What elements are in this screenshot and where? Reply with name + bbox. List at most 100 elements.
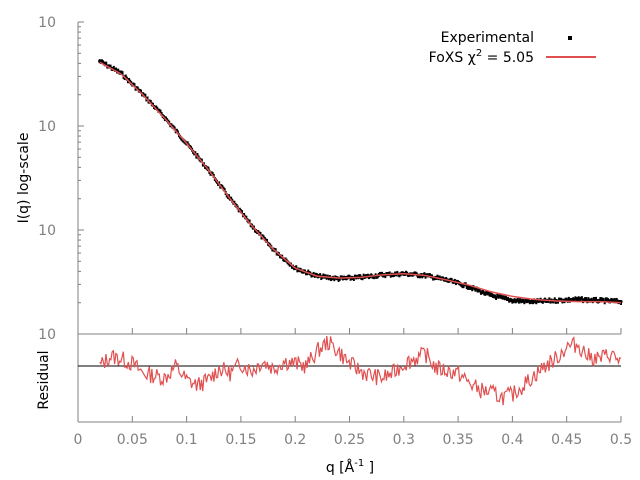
experimental-point [579,296,582,301]
experimental-point [453,278,456,283]
experimental-point [275,251,278,256]
experimental-point [535,300,538,305]
experimental-point [509,297,512,302]
experimental-point [610,297,613,302]
experimental-point [564,297,567,302]
experimental-point [398,273,401,278]
experimental-point [465,285,468,290]
experimental-point [524,297,527,302]
experimental-point [282,257,285,262]
experimental-point [587,297,590,302]
experimental-point [418,273,420,278]
main-y-tick-label: 10 [38,15,56,31]
experimental-point [222,186,225,191]
experimental-point [508,298,511,303]
experimental-point [274,248,277,253]
experimental-point [223,188,226,193]
residual-x-ticks: 0 0.05 0.1 0.15 0.2 0.25 0.3 0.35 0.4 0.45 0.5 [74,328,632,448]
experimental-point [283,257,286,262]
legend-label-foxs: FoXS χ2 = 5.05 [429,48,534,66]
experimental-point [112,65,115,70]
experimental-point [438,275,441,280]
experimental-point [525,299,528,304]
experimental-point [149,99,152,104]
experimental-point [296,268,299,273]
legend: Experimental FoXS χ2 = 5.05 [429,30,596,66]
experimental-point [520,299,523,304]
main-y-tick-label: 10 [38,223,56,239]
experimental-point [384,274,387,279]
experimental-point [156,106,159,111]
experimental-point [507,296,510,301]
experimental-point [376,274,379,279]
experimental-point [155,105,158,110]
experimental-point [290,264,293,269]
experimental-point [254,228,257,233]
series-residual [99,336,622,406]
experimental-point [233,200,236,205]
experimental-point [565,297,568,302]
experimental-point [516,298,519,303]
experimental-point [103,61,106,66]
experimental-point [498,294,501,299]
experimental-point [477,288,480,293]
experimental-point [499,294,502,299]
experimental-point [606,298,609,303]
x-tick-label: 0.15 [225,432,256,448]
experimental-point [595,296,598,301]
residual-y-axis-title: Residual [36,350,52,409]
experimental-point [331,276,334,281]
experimental-point [373,275,376,280]
experimental-point [473,286,476,291]
experimental-point [416,274,419,279]
experimental-point [124,74,127,79]
experimental-point [522,298,525,303]
experimental-point [349,276,352,281]
main-y-tick-base: 10 [38,15,56,31]
experimental-point [221,185,224,190]
experimental-point [310,273,313,278]
experimental-point [404,270,407,275]
experimental-point [146,96,149,101]
experimental-point [487,291,490,296]
experimental-point [262,235,265,240]
experimental-point [421,274,424,279]
main-y-tick-base: 10 [38,223,56,239]
experimental-point [483,291,486,296]
experimental-point [496,293,499,298]
experimental-point [101,60,104,65]
experimental-point [104,62,107,67]
experimental-point [491,293,494,298]
x-tick-label: 0.25 [334,432,365,448]
experimental-point [396,270,399,275]
experimental-point [497,294,500,299]
experimental-point [319,273,322,278]
experimental-point [470,285,473,290]
main-series-group [98,59,623,305]
experimental-point [391,273,394,278]
experimental-point [423,272,426,277]
x-tick-label: 0.05 [117,432,148,448]
experimental-point [482,289,485,294]
experimental-point [480,290,483,295]
experimental-point [301,269,304,274]
experimental-point [583,298,586,303]
experimental-point [372,275,375,280]
experimental-point [428,273,431,278]
x-tick-label: 0.4 [501,432,523,448]
legend-marker-experimental [568,36,572,40]
experimental-point [347,274,350,279]
experimental-point [604,297,607,302]
experimental-point [413,271,416,276]
experimental-point [578,297,581,302]
experimental-point [441,276,444,281]
experimental-point [541,299,544,304]
experimental-point [407,273,410,278]
experimental-point [527,298,530,303]
experimental-point [100,59,103,64]
experimental-point [200,158,203,163]
main-y-tick-base: 10 [38,327,56,343]
experimental-point [571,297,574,302]
experimental-point [175,128,178,133]
